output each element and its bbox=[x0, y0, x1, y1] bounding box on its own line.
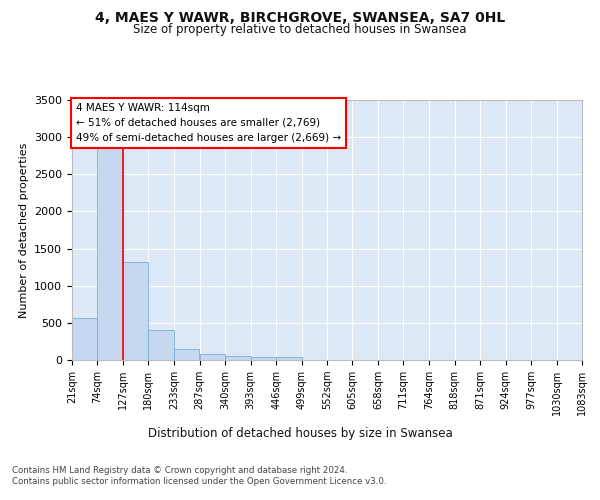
Text: Size of property relative to detached houses in Swansea: Size of property relative to detached ho… bbox=[133, 24, 467, 36]
Bar bbox=[97, 143, 123, 360]
Text: Distribution of detached houses by size in Swansea: Distribution of detached houses by size … bbox=[148, 428, 452, 440]
Bar bbox=[225, 356, 251, 360]
Bar bbox=[148, 330, 174, 360]
Bar bbox=[123, 262, 148, 360]
Text: 4, MAES Y WAWR, BIRCHGROVE, SWANSEA, SA7 0HL: 4, MAES Y WAWR, BIRCHGROVE, SWANSEA, SA7… bbox=[95, 11, 505, 25]
Bar bbox=[200, 354, 225, 360]
Bar bbox=[276, 357, 302, 360]
Bar bbox=[72, 318, 97, 360]
Bar bbox=[174, 349, 199, 360]
Text: 4 MAES Y WAWR: 114sqm
← 51% of detached houses are smaller (2,769)
49% of semi-d: 4 MAES Y WAWR: 114sqm ← 51% of detached … bbox=[76, 103, 341, 142]
Y-axis label: Number of detached properties: Number of detached properties bbox=[19, 142, 29, 318]
Text: Contains public sector information licensed under the Open Government Licence v3: Contains public sector information licen… bbox=[12, 478, 386, 486]
Bar bbox=[251, 356, 276, 360]
Text: Contains HM Land Registry data © Crown copyright and database right 2024.: Contains HM Land Registry data © Crown c… bbox=[12, 466, 347, 475]
